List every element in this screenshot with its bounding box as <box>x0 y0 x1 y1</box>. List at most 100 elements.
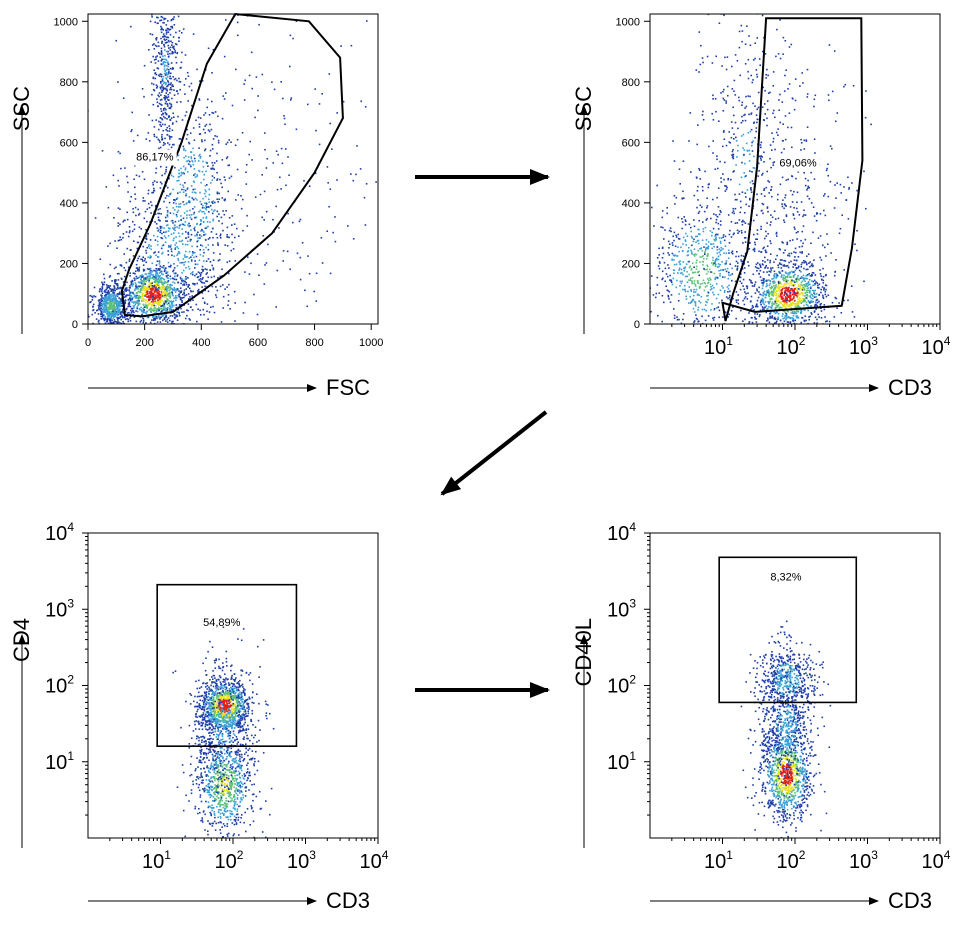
event-point <box>162 2 164 4</box>
event-point <box>145 235 148 237</box>
event-point <box>172 85 174 88</box>
event-point <box>717 222 720 225</box>
event-point <box>197 288 200 291</box>
event-point <box>122 220 124 223</box>
event-point <box>100 318 102 320</box>
event-point <box>775 300 778 303</box>
event-point <box>205 273 208 275</box>
event-point <box>133 311 135 314</box>
event-point <box>128 301 131 304</box>
event-point <box>236 138 239 141</box>
event-point <box>156 87 158 89</box>
event-point <box>795 287 798 289</box>
event-point <box>182 191 185 193</box>
event-point <box>171 306 174 308</box>
event-point <box>815 296 817 298</box>
event-point <box>695 314 697 316</box>
event-point <box>712 256 714 259</box>
event-point <box>159 121 162 124</box>
event-point <box>104 300 107 303</box>
event-point <box>141 294 143 297</box>
event-point <box>97 320 100 323</box>
event-point <box>157 22 159 24</box>
event-point <box>183 261 185 264</box>
event-point <box>800 284 802 286</box>
event-point <box>172 18 174 20</box>
event-point <box>101 287 104 289</box>
event-point <box>144 237 147 240</box>
event-point <box>347 225 349 227</box>
event-point <box>147 192 150 195</box>
event-point <box>693 288 695 291</box>
event-point <box>177 220 180 222</box>
event-point <box>106 306 109 309</box>
event-point <box>772 280 775 283</box>
event-point <box>774 287 776 289</box>
event-point <box>166 69 168 71</box>
event-point <box>135 292 138 294</box>
event-point <box>168 40 170 43</box>
event-point <box>749 170 751 172</box>
event-point <box>104 308 106 310</box>
event-point <box>776 296 779 298</box>
event-point <box>162 244 165 246</box>
event-point <box>198 170 201 173</box>
event-point <box>796 295 798 298</box>
event-point <box>823 288 825 290</box>
event-point <box>160 28 162 31</box>
event-point <box>183 212 186 214</box>
event-point <box>151 298 154 301</box>
event-point <box>222 284 224 286</box>
event-point <box>162 284 165 287</box>
event-point <box>230 249 232 252</box>
event-point <box>142 245 145 248</box>
event-point <box>154 270 157 272</box>
event-point <box>193 198 195 201</box>
event-point <box>679 285 681 287</box>
event-point <box>170 287 172 289</box>
event-point <box>158 283 160 286</box>
event-point <box>171 85 173 87</box>
event-point <box>115 312 118 315</box>
event-point <box>224 328 226 330</box>
event-point <box>762 300 764 303</box>
event-point <box>153 288 155 290</box>
event-point <box>160 311 162 313</box>
event-point <box>779 295 782 298</box>
event-point <box>189 299 192 302</box>
event-point <box>121 314 123 316</box>
event-point <box>782 265 785 267</box>
event-point <box>138 235 141 238</box>
event-point <box>138 175 141 178</box>
event-point <box>759 301 762 304</box>
event-point <box>825 284 828 287</box>
event-point <box>112 313 115 316</box>
event-point <box>187 265 190 268</box>
event-point <box>157 67 160 70</box>
event-point <box>212 305 214 308</box>
event-point <box>209 123 211 126</box>
event-point <box>127 266 130 269</box>
event-point <box>156 45 158 48</box>
event-point <box>717 258 720 261</box>
event-point <box>707 281 710 284</box>
event-point <box>806 287 808 290</box>
event-point <box>166 224 169 226</box>
event-point <box>203 173 205 176</box>
event-point <box>154 295 157 298</box>
event-point <box>157 212 159 215</box>
event-point <box>211 285 214 288</box>
event-point <box>165 287 168 289</box>
event-point <box>790 304 793 307</box>
event-point <box>717 263 720 265</box>
event-point <box>228 217 231 219</box>
event-point <box>203 313 205 316</box>
event-point <box>720 269 722 271</box>
event-point <box>715 221 717 224</box>
event-point <box>217 259 220 262</box>
event-point <box>167 302 170 304</box>
gate-polygon[interactable] <box>120 12 344 318</box>
event-point <box>318 143 321 146</box>
event-point <box>704 251 706 253</box>
event-point <box>174 43 177 45</box>
